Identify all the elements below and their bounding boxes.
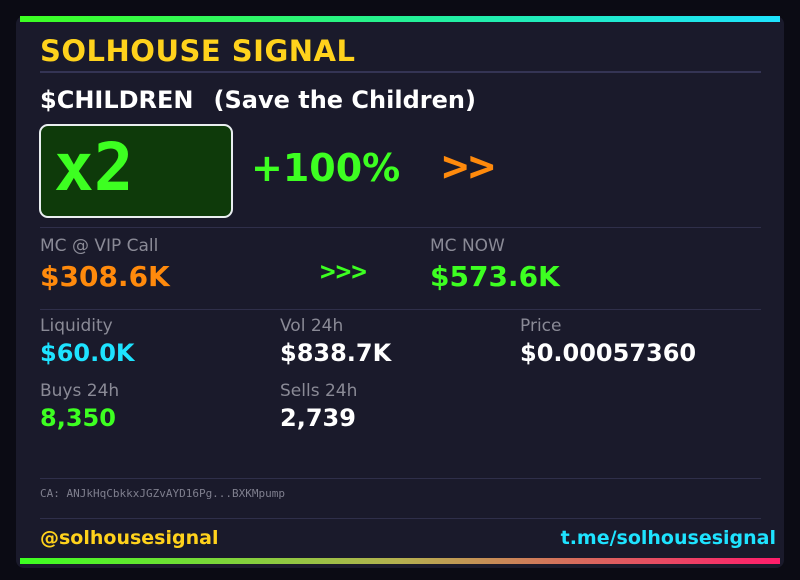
social-handle[interactable]: @solhousesignal bbox=[40, 527, 219, 549]
sells-value: 2,739 bbox=[280, 404, 356, 432]
multiplier-box bbox=[39, 124, 233, 218]
mc-arrow: >>> bbox=[320, 257, 367, 287]
token-ticker: $CHILDREN bbox=[40, 86, 194, 114]
volume-label: Vol 24h bbox=[280, 316, 344, 336]
price-label: Price bbox=[520, 316, 562, 336]
token-name: (Save the Children) bbox=[213, 86, 476, 114]
liquidity-label: Liquidity bbox=[40, 316, 113, 336]
buys-value: 8,350 bbox=[40, 404, 116, 432]
mc-divider bbox=[40, 309, 761, 310]
gain-percent: +100% bbox=[251, 146, 401, 190]
volume-value: $838.7K bbox=[280, 339, 392, 367]
stats-divider bbox=[40, 478, 761, 479]
token-heading: $CHILDREN (Save the Children) bbox=[40, 85, 476, 115]
contract-address[interactable]: CA: ANJkHqCbkkxJGZvAYD16Pg...BXKMpump bbox=[40, 487, 286, 500]
mc-now-label: MC NOW bbox=[430, 236, 505, 256]
telegram-link[interactable]: t.me/solhousesignal bbox=[560, 527, 776, 549]
gain-arrow: >> bbox=[442, 141, 495, 192]
footer-divider bbox=[40, 518, 761, 519]
mc-now-value: $573.6K bbox=[430, 260, 560, 293]
price-value: $0.00057360 bbox=[520, 339, 697, 367]
bottom-gradient-bar bbox=[20, 558, 780, 564]
sells-label: Sells 24h bbox=[280, 381, 358, 401]
buys-label: Buys 24h bbox=[40, 381, 120, 401]
signal-card bbox=[16, 16, 784, 568]
performance-divider bbox=[40, 227, 761, 228]
brand-title: SOLHOUSE SIGNAL bbox=[40, 34, 356, 68]
multiplier-value: x2 bbox=[54, 129, 134, 206]
mc-call-value: $308.6K bbox=[40, 260, 170, 293]
liquidity-value: $60.0K bbox=[40, 339, 135, 367]
top-gradient-bar bbox=[20, 16, 780, 22]
header-divider bbox=[40, 71, 761, 73]
mc-call-label: MC @ VIP Call bbox=[40, 236, 159, 256]
